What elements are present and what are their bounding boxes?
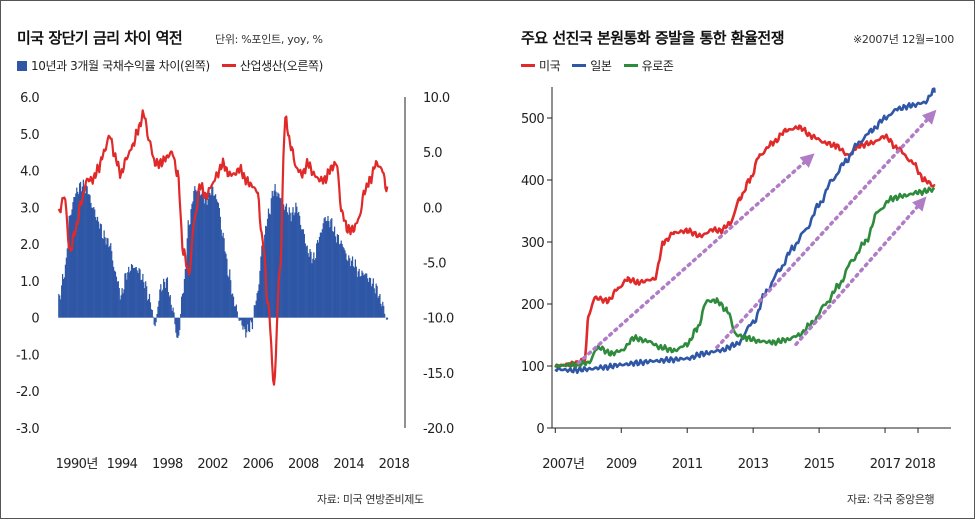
left-x-tick-label: 2014	[333, 457, 364, 472]
spread-bar	[173, 312, 174, 317]
spread-bars-group	[58, 180, 388, 338]
left-x-tick-label: 2018	[379, 457, 410, 472]
right-chart-y-tick-label: 0	[536, 422, 544, 437]
right-chart-y-tick-label: 300	[521, 236, 544, 251]
left-y-tick-label: -3.0	[16, 422, 39, 437]
spread-bar	[179, 318, 180, 330]
spread-bar	[384, 314, 385, 318]
left-y-tick-label: -1.0	[16, 348, 39, 363]
left-y-tick-label: 1.0	[20, 275, 39, 290]
right-chart-x-tick-label: 2015	[804, 457, 835, 472]
left-y-tick-label: 5.0	[20, 128, 39, 143]
left-x-tick-label: 1994	[107, 457, 138, 472]
right-chart-y-tick-label: 400	[521, 174, 544, 189]
left-x-tick-label: 1998	[152, 457, 183, 472]
right-y-tick-label: -5.0	[423, 257, 446, 272]
trend-arrow	[796, 199, 925, 345]
right-y-tick-label: 0.0	[423, 201, 442, 216]
spread-bar	[155, 318, 156, 323]
left-x-tick-label: 2002	[197, 457, 228, 472]
series-line-japan	[555, 89, 934, 373]
spread-bar	[252, 318, 253, 329]
left-y-tick-label: 0	[31, 312, 39, 327]
left-y-tick-label: 2.0	[20, 238, 39, 253]
left-x-tick-label: 2008	[288, 457, 319, 472]
right-chart-y-tick-label: 200	[521, 298, 544, 313]
right-y-tick-label: -10.0	[423, 312, 454, 327]
right-chart-x-tick-label: 2009	[606, 457, 637, 472]
left-x-tick-label: 2006	[243, 457, 274, 472]
spread-bar	[153, 317, 154, 318]
left-y-tick-label: -2.0	[16, 385, 39, 400]
right-chart-x-tick-label: 2007년	[542, 457, 584, 472]
spread-bar	[237, 311, 238, 317]
spread-bar	[152, 310, 153, 318]
right-chart-x-tick-label: 2017	[870, 457, 901, 472]
right-chart-y-tick-label: 100	[521, 360, 544, 375]
left-y-tick-label: 6.0	[20, 91, 39, 106]
spread-bar	[387, 318, 388, 320]
right-chart-y-tick-label: 500	[521, 112, 544, 127]
left-x-tick-label: 1990년	[56, 457, 98, 472]
right-chart-x-tick-label: 2018	[905, 457, 936, 472]
right-chart-x-tick-label: 2013	[738, 457, 769, 472]
trend-arrow	[578, 155, 812, 363]
left-y-tick-label: 3.0	[20, 201, 39, 216]
right-y-tick-label: 10.0	[423, 91, 450, 106]
left-y-tick-label: 4.0	[20, 165, 39, 180]
right-y-tick-label: 5.0	[423, 146, 442, 161]
right-chart-x-tick-label: 2011	[672, 457, 703, 472]
right-y-tick-label: -20.0	[423, 422, 454, 437]
right-y-tick-label: -15.0	[423, 367, 454, 382]
